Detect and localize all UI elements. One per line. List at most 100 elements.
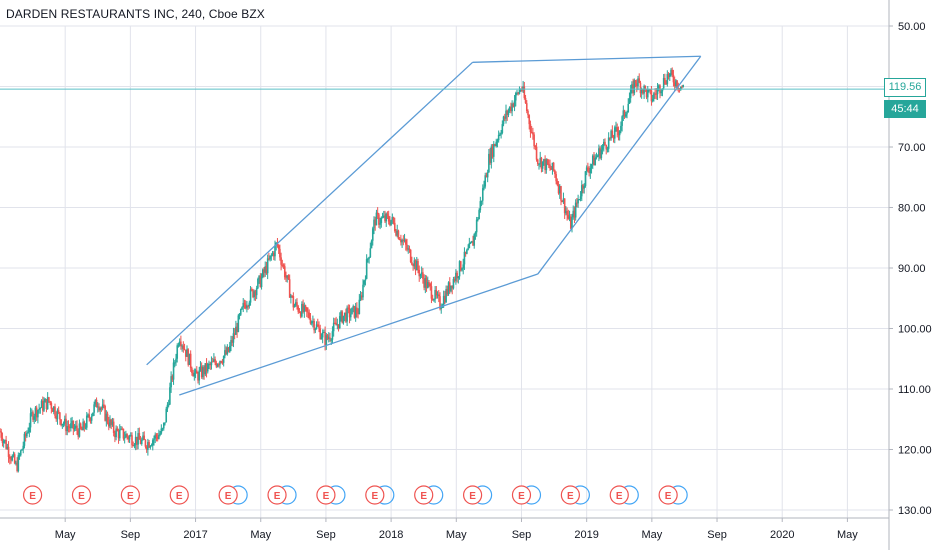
earnings-marker[interactable] [560, 485, 580, 505]
candle-body [627, 103, 630, 113]
candle-body [148, 442, 150, 448]
candle-body [129, 435, 132, 437]
candle-body [635, 83, 638, 87]
candle-body [488, 153, 490, 173]
candle-body [387, 215, 390, 222]
candle-body [577, 199, 579, 204]
candle-body [54, 406, 56, 416]
candle-body [213, 359, 215, 362]
candle-body [121, 428, 124, 430]
candle-body [402, 239, 405, 241]
candle-body [450, 285, 452, 292]
trendline[interactable] [146, 61, 474, 366]
candle-body [461, 268, 463, 271]
trendline[interactable] [472, 55, 701, 63]
candle-body [596, 155, 599, 157]
earnings-marker[interactable] [511, 485, 532, 505]
candle-body [606, 148, 609, 150]
candle-body [85, 415, 88, 428]
candle-body [237, 315, 240, 332]
candle-body [318, 326, 320, 329]
candle-body [413, 260, 416, 267]
candle-body [514, 92, 517, 101]
candle-body [519, 89, 522, 91]
candle-body [495, 141, 498, 147]
candle-body [2, 440, 5, 443]
candle-body [646, 89, 649, 98]
candle-body [187, 349, 190, 365]
candle-body [499, 134, 501, 136]
candle-body [358, 299, 361, 314]
candle-body [314, 328, 317, 331]
candle-body [202, 367, 204, 378]
candle-body [655, 93, 658, 95]
candle-body [489, 153, 491, 163]
candle-body [616, 127, 619, 132]
grid-lines [0, 25, 889, 518]
candle-body [521, 89, 523, 91]
earnings-marker[interactable] [22, 485, 43, 505]
candle-body [115, 428, 117, 438]
candle-body [496, 140, 499, 142]
candle-body [472, 241, 474, 246]
earnings-marker[interactable] [414, 485, 434, 505]
candle-body [65, 418, 67, 432]
candle-body [671, 69, 674, 75]
earnings-marker[interactable] [71, 485, 92, 505]
earnings-marker[interactable] [218, 485, 238, 505]
candle-body [462, 264, 465, 269]
earnings-marker[interactable] [169, 485, 189, 505]
candle-body [440, 307, 443, 309]
candle-body [497, 134, 500, 141]
candle-body [623, 110, 626, 117]
earnings-marker[interactable] [120, 485, 140, 505]
trendline[interactable] [537, 55, 702, 275]
candle-body [513, 100, 516, 107]
candle-body [398, 238, 401, 240]
candle-body [26, 432, 28, 437]
candle-body [227, 347, 230, 352]
candle-body [170, 376, 172, 388]
candle-body [470, 241, 473, 243]
earnings-marker[interactable] [365, 485, 385, 505]
candle-body [566, 210, 568, 215]
trendline[interactable] [179, 273, 538, 396]
earnings-marker[interactable] [267, 485, 287, 505]
candle-body [362, 284, 364, 298]
candle-body [173, 362, 176, 364]
candle-body [643, 85, 645, 94]
earnings-marker[interactable] [462, 485, 483, 505]
candle-body [651, 99, 654, 102]
candle-body [486, 172, 489, 178]
candle-body [308, 312, 311, 319]
earnings-marker[interactable] [609, 485, 629, 505]
candle-body [549, 164, 551, 169]
candle-body [259, 275, 262, 287]
candle-body [533, 134, 535, 147]
earnings-marker[interactable] [316, 485, 336, 505]
candle-body [510, 106, 512, 112]
candle-body [367, 258, 369, 260]
candle-body [162, 422, 165, 429]
candle-body [535, 146, 538, 160]
time-axis[interactable]: May Sep 2017 May Sep 2018 May Sep 2019 May Sep 2020… [55, 518, 859, 541]
candle-body [375, 212, 378, 226]
candle-body [260, 277, 263, 287]
candle-body [125, 434, 127, 438]
candle-body [127, 436, 130, 440]
candle-body [216, 364, 219, 367]
candle-body [666, 74, 669, 85]
earnings-marker[interactable] [658, 485, 678, 505]
candle-body [555, 174, 557, 182]
candle-body [68, 427, 71, 429]
candle-body [147, 442, 149, 450]
candle-body [203, 367, 205, 375]
candle-body [653, 93, 655, 100]
trendlines-group[interactable] [146, 55, 702, 396]
candle-body [116, 428, 119, 431]
candle-body [396, 230, 399, 236]
candle-body [297, 306, 300, 312]
candles-group [0, 67, 685, 473]
